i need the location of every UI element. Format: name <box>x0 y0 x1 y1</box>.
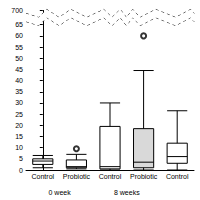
svg-text:10: 10 <box>15 144 23 151</box>
svg-text:15: 15 <box>15 133 23 140</box>
svg-text:Control: Control <box>166 173 189 180</box>
svg-text:0 week: 0 week <box>49 189 72 196</box>
svg-text:700: 700 <box>11 7 23 14</box>
svg-text:45: 45 <box>15 66 23 73</box>
svg-text:35: 35 <box>15 88 23 95</box>
svg-text:Control: Control <box>32 173 55 180</box>
svg-text:40: 40 <box>15 77 23 84</box>
svg-text:0: 0 <box>19 167 23 174</box>
svg-text:60: 60 <box>15 32 23 39</box>
svg-text:Probiotic: Probiotic <box>130 173 158 180</box>
svg-text:Probiotic: Probiotic <box>63 173 91 180</box>
svg-text:Control: Control <box>99 173 122 180</box>
svg-text:50: 50 <box>15 55 23 62</box>
svg-text:55: 55 <box>15 44 23 51</box>
svg-text:8 weeks: 8 weeks <box>114 189 140 196</box>
svg-text:5: 5 <box>19 155 23 162</box>
svg-text:65: 65 <box>15 21 23 28</box>
svg-text:25: 25 <box>15 111 23 118</box>
svg-text:20: 20 <box>15 122 23 129</box>
svg-text:30: 30 <box>15 99 23 106</box>
